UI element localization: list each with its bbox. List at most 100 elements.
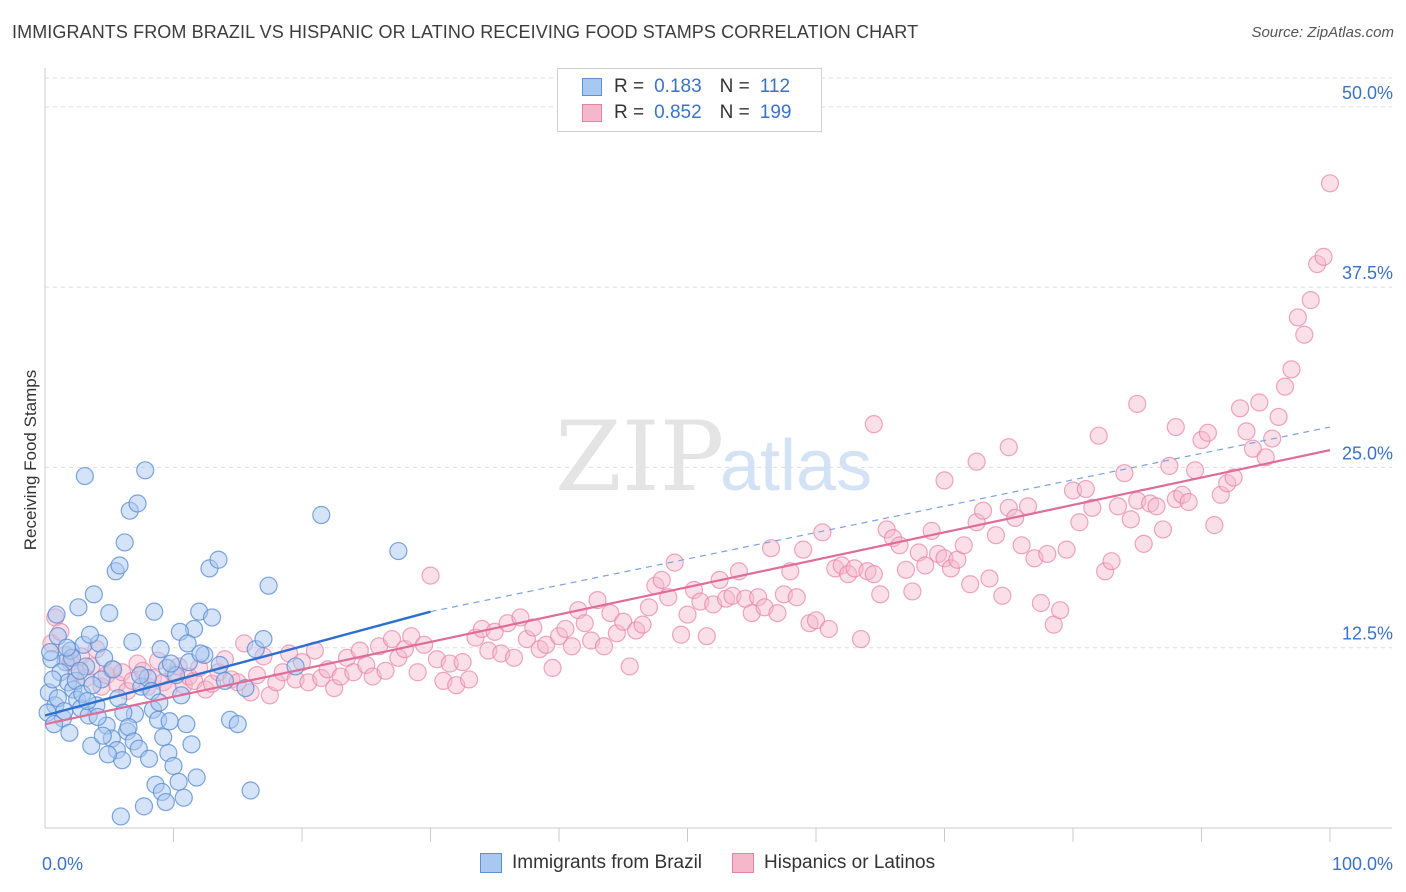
data-point-brazil [202,608,222,627]
data-point-hispanic [678,605,697,624]
data-point-hispanic [749,588,768,607]
chart-title: IMMIGRANTS FROM BRAZIL VS HISPANIC OR LA… [12,22,919,42]
legend-row-hispanic: R = 0.852 N = 199 [582,101,791,125]
data-point-hispanic [1320,174,1340,193]
legend-swatch-blue [582,78,602,96]
data-point-brazil [150,693,169,712]
data-point-hispanic [382,629,402,649]
axes [44,68,1392,842]
legend-row-brazil: R = 0.183 N = 112 [582,75,790,99]
data-point-hispanic [556,619,575,639]
legend-n-label: N = [719,102,750,123]
data-point-hispanic [620,657,639,676]
series-legend: Immigrants from Brazil Hispanics or Lati… [480,852,965,874]
data-point-brazil [187,768,206,787]
data-point-brazil [259,576,278,595]
data-point-hispanic [961,575,980,594]
data-point-hispanic [1275,377,1295,396]
data-point-hispanic [967,452,986,471]
data-point-hispanic [999,438,1018,457]
data-point-brazil [130,666,150,685]
data-point-brazil [100,603,119,623]
data-point-hispanic [1269,407,1288,427]
x-tick-label: 0.0% [42,854,83,874]
data-point-brazil [43,670,62,689]
legend-r-value: 0.852 [654,102,702,123]
data-point-brazil [154,728,173,747]
data-point-brazil [164,756,183,776]
data-point-hispanic [1192,430,1211,450]
data-point-brazil [139,749,159,768]
data-point-hispanic [614,612,633,631]
watermark: ZIP atlas [555,401,872,513]
data-point-hispanic [896,560,916,579]
data-point-hispanic [1096,562,1115,581]
data-point-hispanic [806,611,826,630]
legend-item-brazil[interactable]: Immigrants from Brazil [480,852,702,874]
data-point-brazil [93,726,112,745]
trend-line-brazil [44,610,431,717]
data-point-hispanic [1230,399,1250,418]
data-point-brazil [182,735,201,754]
data-point-brazil [241,781,260,800]
data-point-brazil [115,533,134,552]
data-point-brazil [60,723,79,742]
data-point-hispanic [871,585,890,604]
data-point-brazil [83,676,102,695]
data-point-brazil [177,715,196,734]
legend-r-label: R = [614,102,645,123]
data-point-hispanic [768,603,787,623]
grid-lines [45,77,1392,649]
data-point-brazil [47,605,66,624]
data-point-brazil [191,644,210,663]
legend-swatch-blue [480,853,502,873]
data-point-hispanic [890,536,909,555]
data-point-hispanic [1108,497,1128,516]
legend-swatch-pink [582,104,602,122]
data-point-hispanic [1198,423,1218,442]
data-point-hispanic [517,629,536,649]
data-point-brazil [78,691,97,711]
data-point-hispanic [851,629,871,649]
data-point-brazil [41,642,60,662]
series-brazil-points [38,461,408,826]
data-point-hispanic [916,556,935,575]
data-point-hispanic [954,536,973,555]
data-point-hispanic [459,670,479,689]
data-point-brazil [70,661,89,680]
data-point-brazil [389,541,408,561]
data-point-hispanic [652,570,671,590]
data-point-hispanic [575,614,594,633]
data-point-brazil [69,598,88,617]
data-point-hispanic [549,627,569,646]
data-point-hispanic [671,625,691,644]
legend-label-hispanic: Hispanics or Latinos [764,852,936,873]
source-label: Source: ZipAtlas.com [1251,24,1394,41]
data-point-hispanic [1185,461,1205,480]
legend-n-value: 112 [759,76,791,97]
trend-line-hispanic [44,449,1331,726]
data-point-hispanic [1205,516,1224,535]
data-point-hispanic [1038,544,1057,564]
data-point-brazil [111,807,130,826]
data-point-hispanic [1237,422,1256,441]
data-point-hispanic [1057,540,1076,559]
y-tick-label: 37.5% [1342,263,1393,283]
legend-item-hispanic[interactable]: Hispanics or Latinos [732,852,935,874]
data-point-brazil [136,461,155,480]
data-point-hispanic [1115,464,1134,483]
data-point-hispanic [1051,601,1070,620]
data-point-hispanic [325,678,344,698]
y-tick-label: 12.5% [1342,624,1393,644]
data-point-hispanic [537,635,556,654]
trend-lines [44,426,1331,726]
data-point-hispanic [819,619,838,639]
data-point-hispanic [607,624,626,643]
data-point-hispanic [562,637,581,656]
data-point-hispanic [1102,552,1121,571]
y-tick-label: 50.0% [1342,83,1393,103]
data-point-hispanic [1147,497,1166,516]
data-point-hispanic [1083,498,1102,517]
watermark-zip: ZIP [555,401,724,513]
